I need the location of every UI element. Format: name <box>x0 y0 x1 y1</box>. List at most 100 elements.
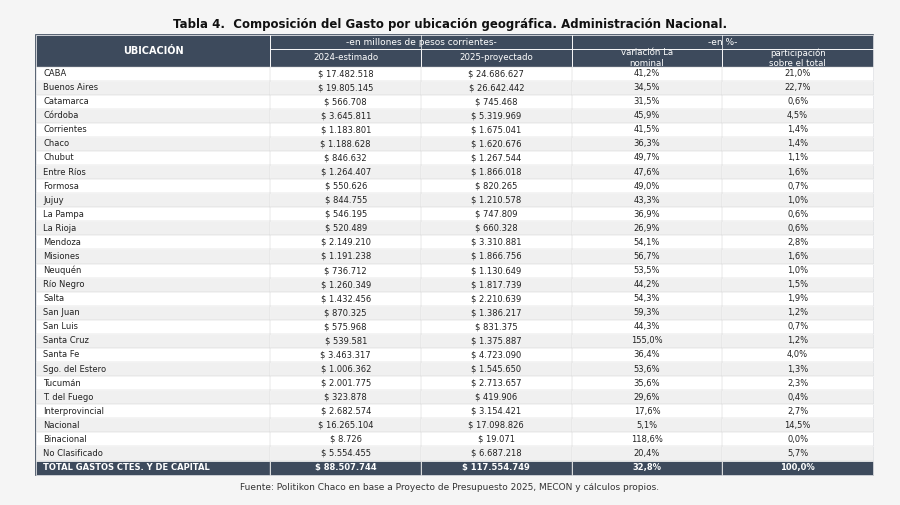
Bar <box>421 123 572 137</box>
Text: 155,0%: 155,0% <box>631 336 662 345</box>
Bar <box>270 334 421 348</box>
Text: $ 1.191.238: $ 1.191.238 <box>320 252 371 261</box>
Bar <box>421 81 572 94</box>
Text: 44,2%: 44,2% <box>634 280 661 289</box>
Text: 59,3%: 59,3% <box>634 308 661 317</box>
Bar <box>572 362 723 376</box>
Bar <box>723 264 873 278</box>
Bar <box>572 151 723 165</box>
Bar <box>36 404 270 418</box>
Text: $ 2.149.210: $ 2.149.210 <box>320 238 371 247</box>
Text: $ 575.968: $ 575.968 <box>324 322 367 331</box>
Bar <box>723 362 873 376</box>
Text: $ 1.188.628: $ 1.188.628 <box>320 139 371 148</box>
Text: 1,2%: 1,2% <box>788 308 808 317</box>
Text: San Luis: San Luis <box>43 322 78 331</box>
Bar <box>36 390 270 404</box>
Text: Misiones: Misiones <box>43 252 80 261</box>
Bar <box>421 207 572 221</box>
Bar <box>36 235 270 249</box>
Bar <box>421 193 572 207</box>
Text: UBICACIÓN: UBICACIÓN <box>123 46 184 56</box>
Text: 1,4%: 1,4% <box>788 139 808 148</box>
Text: Salta: Salta <box>43 294 64 303</box>
Bar <box>572 390 723 404</box>
Text: TOTAL GASTOS CTES. Y DE CAPITAL: TOTAL GASTOS CTES. Y DE CAPITAL <box>43 463 210 472</box>
Bar <box>572 193 723 207</box>
Text: $ 19.071: $ 19.071 <box>478 435 515 444</box>
Bar <box>421 461 572 475</box>
Text: $ 16.265.104: $ 16.265.104 <box>318 421 374 430</box>
Bar <box>421 362 572 376</box>
Text: 1,3%: 1,3% <box>787 365 808 374</box>
Text: La Rioja: La Rioja <box>43 224 76 233</box>
Text: $ 820.265: $ 820.265 <box>475 182 518 190</box>
Text: $ 747.809: $ 747.809 <box>475 210 518 219</box>
Bar <box>572 461 723 475</box>
Bar <box>36 461 270 475</box>
Bar <box>723 292 873 306</box>
Bar <box>723 320 873 334</box>
Text: $ 846.632: $ 846.632 <box>324 154 367 163</box>
Bar <box>270 151 421 165</box>
Bar <box>270 109 421 123</box>
Text: $ 546.195: $ 546.195 <box>325 210 367 219</box>
Bar <box>270 461 421 475</box>
Bar <box>421 264 572 278</box>
Bar <box>572 334 723 348</box>
Bar <box>36 278 270 292</box>
Text: Entre Ríos: Entre Ríos <box>43 168 86 177</box>
Bar <box>270 137 421 151</box>
Bar <box>421 432 572 446</box>
Bar <box>421 404 572 418</box>
Bar <box>36 193 270 207</box>
Text: $ 1.210.578: $ 1.210.578 <box>472 196 521 205</box>
Bar <box>36 165 270 179</box>
Text: 2024-estimado: 2024-estimado <box>313 54 378 63</box>
Text: $ 539.581: $ 539.581 <box>325 336 367 345</box>
Bar <box>723 94 873 109</box>
Text: $ 24.686.627: $ 24.686.627 <box>468 69 525 78</box>
Bar <box>270 320 421 334</box>
Bar <box>36 221 270 235</box>
Bar <box>36 446 270 461</box>
Text: $ 19.805.145: $ 19.805.145 <box>318 83 374 92</box>
Bar <box>572 81 723 94</box>
Bar <box>36 306 270 320</box>
Bar <box>421 151 572 165</box>
Text: 0,7%: 0,7% <box>787 322 808 331</box>
Text: 36,3%: 36,3% <box>634 139 661 148</box>
Text: $ 2.210.639: $ 2.210.639 <box>472 294 521 303</box>
Bar <box>572 249 723 264</box>
Bar <box>572 207 723 221</box>
Text: $ 745.468: $ 745.468 <box>475 97 518 106</box>
Bar <box>421 376 572 390</box>
Text: 1,6%: 1,6% <box>787 252 808 261</box>
Text: 118,6%: 118,6% <box>631 435 663 444</box>
Bar <box>270 207 421 221</box>
Text: 1,4%: 1,4% <box>788 125 808 134</box>
Bar <box>572 432 723 446</box>
Text: 35,6%: 35,6% <box>634 379 661 388</box>
Text: $ 1.006.362: $ 1.006.362 <box>320 365 371 374</box>
Bar <box>572 348 723 362</box>
Bar <box>723 334 873 348</box>
Text: Chubut: Chubut <box>43 154 74 163</box>
Text: 0,4%: 0,4% <box>788 393 808 401</box>
Bar <box>572 404 723 418</box>
Bar <box>421 320 572 334</box>
Bar <box>36 151 270 165</box>
Bar <box>723 81 873 94</box>
Bar <box>270 235 421 249</box>
Text: $ 660.328: $ 660.328 <box>475 224 518 233</box>
Text: 47,6%: 47,6% <box>634 168 661 177</box>
Bar <box>270 376 421 390</box>
Bar <box>270 67 421 81</box>
Text: Catamarca: Catamarca <box>43 97 89 106</box>
Bar <box>270 418 421 432</box>
Text: 41,5%: 41,5% <box>634 125 661 134</box>
Text: Nacional: Nacional <box>43 421 80 430</box>
Text: T. del Fuego: T. del Fuego <box>43 393 94 401</box>
Text: Interprovincial: Interprovincial <box>43 407 104 416</box>
Bar <box>723 49 873 67</box>
